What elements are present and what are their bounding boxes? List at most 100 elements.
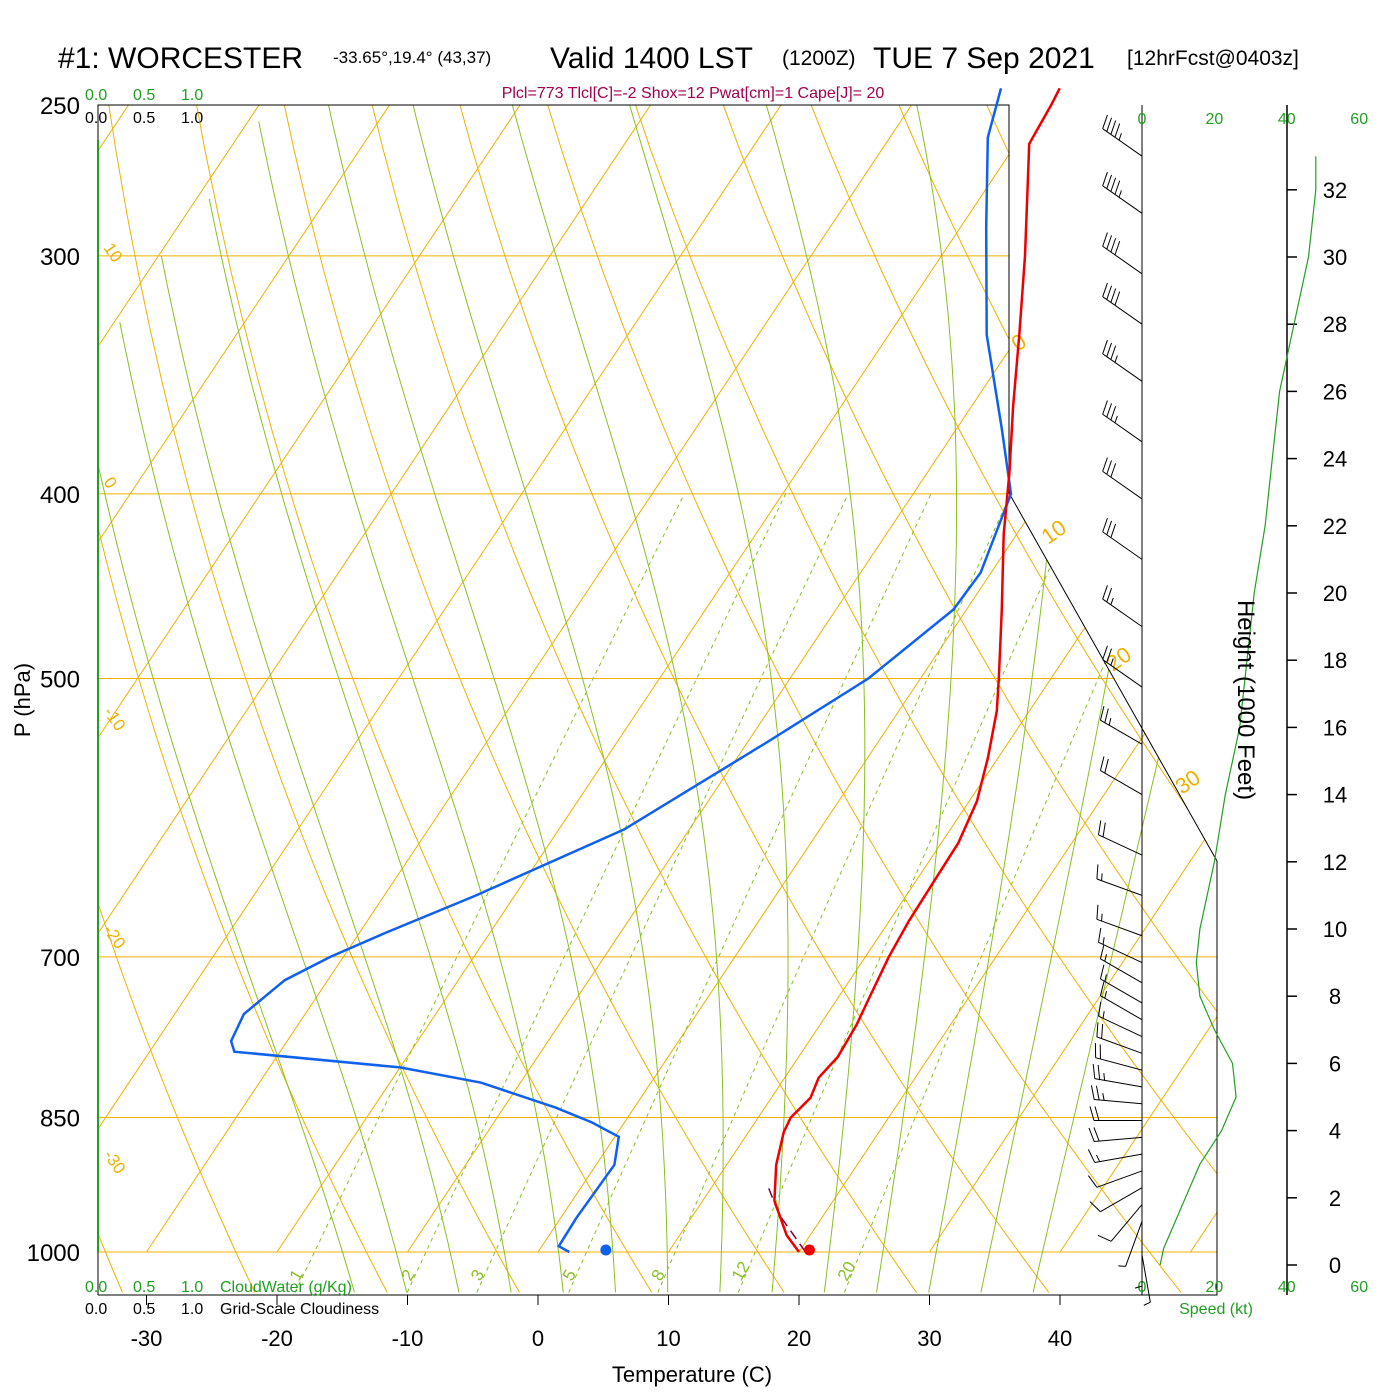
wind-barb: [1099, 981, 1143, 1021]
moist-adiabat-line: [980, 105, 1203, 1293]
mixing-ratio-line: [657, 493, 1012, 1293]
wind-barb-flag: [1106, 235, 1113, 250]
wind-barb-staff: [1094, 1153, 1143, 1163]
isotherm-label: 0: [100, 473, 121, 492]
isotherm-line: [98, 105, 933, 1253]
cloud-scale-top: 0.0 0.5 1.0 0.0 0.5 1.0: [85, 87, 203, 127]
wind-barb: [1141, 1254, 1151, 1306]
height-tick-label: 14: [1323, 783, 1347, 808]
wind-barb-flag: [1102, 585, 1108, 600]
isotherm-line: [407, 105, 1217, 1253]
speed-tick-label: 60: [1350, 1279, 1368, 1296]
dry-adiabat-line: [414, 105, 1050, 1293]
wind-barb: [1094, 1043, 1143, 1071]
height-tick-label: 0: [1329, 1253, 1341, 1278]
speed-tick-label: 20: [1206, 1279, 1224, 1296]
wind-barb: [1089, 1187, 1143, 1213]
temperature-line: [773, 87, 1061, 1253]
wind-barb-flag: [1110, 406, 1117, 421]
mixing-ratio-line: [737, 493, 1084, 1293]
speed-tick-label: 0: [1138, 1279, 1147, 1296]
cloudwater-tick-bottom: 1.0: [181, 1279, 203, 1296]
x-tick-label: 20: [787, 1326, 811, 1351]
pressure-tick-label: 300: [40, 244, 80, 271]
pressure-tick-label: 850: [40, 1106, 80, 1133]
wind-barb-staff: [1100, 978, 1143, 1004]
isotherm-line: [537, 105, 1217, 1253]
station-title: #1: WORCESTER: [58, 42, 303, 75]
wind-barb-staff: [1102, 353, 1143, 382]
isotherm-line: [98, 105, 803, 1253]
cloudwater-tick-bottom: 0.5: [133, 1279, 155, 1296]
wind-barb-flag: [1101, 1024, 1104, 1039]
wind-barb-flag: [1106, 174, 1113, 189]
surface-dewpoint-dot: [600, 1244, 612, 1256]
wind-barb-half-flag: [1101, 913, 1103, 922]
cloudiness-tick: 0.5: [133, 110, 155, 127]
wind-barb-flag: [1087, 1175, 1098, 1188]
wind-barb-staff: [1098, 941, 1143, 964]
wind-barb-half-flag: [1104, 991, 1108, 999]
moist-adiabat-line: [119, 322, 408, 1293]
height-tick-label: 4: [1329, 1119, 1341, 1144]
pressure-tick-label: 250: [40, 93, 80, 120]
wind-barb-flag: [1110, 288, 1117, 303]
wind-barb-staff: [1110, 1204, 1143, 1242]
wind-barb-staff: [1098, 834, 1143, 856]
wind-barb-staff: [1096, 918, 1143, 937]
wind-barb-flag: [1104, 758, 1109, 774]
wind-barb-half-flag: [1114, 355, 1118, 363]
dry-adiabat-line: [1155, 105, 1217, 1293]
wind-barb: [1098, 1001, 1143, 1037]
wind-barb-half-flag: [1110, 658, 1114, 666]
cloudwater-tick: 0.0: [85, 87, 107, 104]
height-tick-label: 24: [1323, 447, 1347, 472]
wind-barb-half-flag: [1118, 190, 1122, 198]
wind-barb: [1102, 339, 1143, 382]
parcel-line: [766, 1182, 807, 1253]
wind-barb-flag: [1098, 927, 1102, 943]
wind-barb: [1096, 1022, 1143, 1054]
x-tick-label: 30: [917, 1326, 941, 1351]
wind-barb: [1102, 400, 1143, 443]
wind-barb-half-flag: [1118, 133, 1122, 141]
mixing-ratio-line: [476, 493, 849, 1293]
mixing-ratio-label: 2: [398, 1266, 419, 1284]
wind-barb-flag: [1098, 820, 1102, 835]
wind-barb-flag: [1110, 523, 1117, 538]
pressure-tick-label: 400: [40, 482, 80, 509]
wind-barb-staff: [1100, 1187, 1143, 1213]
profiles: [229, 87, 1061, 1256]
x-tick-label: 0: [532, 1326, 544, 1351]
dry-adiabat-line: [1238, 0, 1400, 1292]
moist-adiabat-line: [208, 198, 512, 1293]
wind-barb-flag: [1102, 822, 1106, 837]
wind-barb-staff: [1102, 598, 1143, 628]
wind-barb-flag: [1097, 1234, 1112, 1242]
moist-adiabat-line: [583, 105, 789, 1293]
cloudiness-tick-bottom: 1.0: [181, 1301, 203, 1318]
speed-tick-label: 40: [1278, 111, 1296, 128]
wind-barb: [1092, 1064, 1143, 1088]
dry-adiabat-line: [98, 105, 123, 1293]
wind-barb-flag: [1106, 117, 1113, 132]
isotherm-label: -30: [100, 1146, 130, 1177]
dry-adiabat-line: [578, 105, 1217, 1293]
wind-barb-flag: [1099, 705, 1105, 721]
wind-barb-staff: [1095, 1057, 1143, 1071]
mixing-ratio-line: [568, 493, 932, 1293]
wind-barb: [1099, 705, 1143, 745]
skewt-background: [98, 0, 1400, 1293]
wind-barb-flag: [1089, 1106, 1095, 1121]
moist-adiabat-line: [160, 255, 460, 1293]
isotherm-label: 30: [1171, 765, 1205, 800]
wind-barb-flag: [1102, 457, 1108, 472]
wind-barb-half-flag: [1134, 1285, 1143, 1289]
isotherm-line: [276, 105, 1217, 1253]
dry-adiabat-line: [661, 105, 1217, 1293]
wind-barb-flag: [1106, 520, 1113, 535]
wind-barb-half-flag: [1101, 873, 1103, 881]
